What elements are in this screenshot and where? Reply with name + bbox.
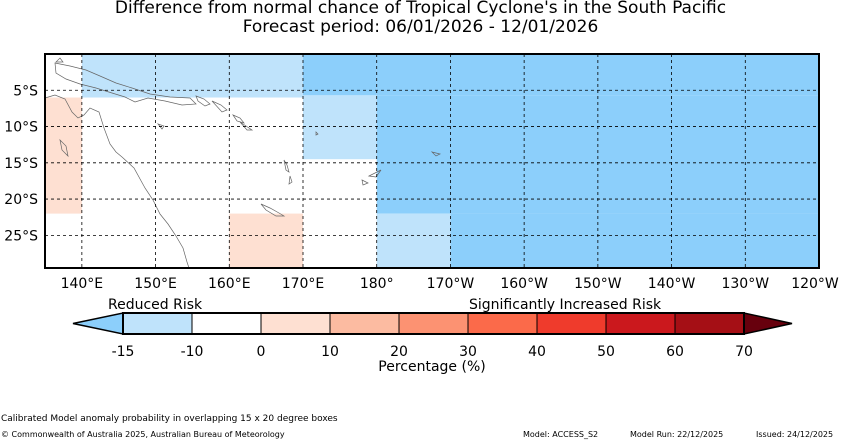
colorbar-bin bbox=[467, 312, 538, 335]
anomaly-cell-2 bbox=[303, 54, 377, 96]
longitude-label: 150°E bbox=[134, 276, 177, 292]
anomaly-cell-0 bbox=[45, 97, 82, 214]
colorbar-tick-label: 0 bbox=[257, 344, 266, 360]
colorbar-bin bbox=[122, 312, 193, 335]
colorbar-bin bbox=[329, 312, 400, 335]
colorbar-tick-label: -10 bbox=[181, 344, 204, 360]
latitude-label: 20°S bbox=[4, 192, 38, 208]
longitude-label: 150°W bbox=[574, 276, 622, 292]
longitude-label: 170°W bbox=[427, 276, 475, 292]
method-note: Calibrated Model anomaly probability in … bbox=[1, 414, 338, 424]
colorbar-under-arrow bbox=[72, 312, 124, 335]
anomaly-cell-1 bbox=[81, 54, 303, 98]
colorbar-tick-label: 30 bbox=[459, 344, 477, 360]
latitude-tick-labels: 5°S 10°S 15°S 20°S 25°S bbox=[4, 83, 38, 244]
colorbar-bin bbox=[398, 312, 469, 335]
latitude-label: 5°S bbox=[13, 83, 38, 99]
forecast-period-subtitle: Forecast period: 06/01/2026 - 12/01/2026 bbox=[242, 17, 599, 37]
coastlines bbox=[44, 57, 442, 269]
map-and-colorbar: 140°E 150°E 160°E 170°E 180° 170°W 160°W 150°W 1… bbox=[4, 53, 839, 375]
colorbar-tick-label: 50 bbox=[597, 344, 615, 360]
anomaly-cell-6 bbox=[376, 213, 451, 268]
colorbar-bin bbox=[674, 312, 745, 335]
copyright-notice: © Commonwealth of Australia 2025, Austra… bbox=[1, 430, 285, 439]
longitude-label: 180° bbox=[360, 276, 394, 292]
reduced-risk-label: Reduced Risk bbox=[108, 297, 203, 313]
colorbar-tick-label: 20 bbox=[390, 344, 408, 360]
model-name: Model: ACCESS_S2 bbox=[523, 430, 599, 439]
latitude-label: 10°S bbox=[4, 120, 38, 136]
colorbar-over-arrow bbox=[743, 312, 793, 335]
colorbar-tick-label: 40 bbox=[528, 344, 546, 360]
colorbar-tick-label: 10 bbox=[321, 344, 339, 360]
increased-risk-label: Significantly Increased Risk bbox=[469, 297, 662, 313]
colorbar-tick-label: -15 bbox=[112, 344, 135, 360]
colorbar bbox=[72, 312, 793, 335]
model-run-date: Model Run: 22/12/2025 bbox=[630, 430, 724, 439]
issued-date: Issued: 24/12/2025 bbox=[756, 430, 834, 439]
longitude-tick-labels: 140°E 150°E 160°E 170°E 180° 170°W 160°W 150°W 1… bbox=[61, 276, 839, 292]
longitude-label: 160°E bbox=[208, 276, 251, 292]
anomaly-cell-7 bbox=[450, 213, 819, 268]
anomaly-cell-8 bbox=[229, 213, 303, 268]
colorbar-tick-label: 60 bbox=[666, 344, 684, 360]
longitude-label: 140°E bbox=[61, 276, 104, 292]
colorbar-axis-label: Percentage (%) bbox=[378, 359, 485, 375]
longitude-label: 120°W bbox=[791, 276, 839, 292]
longitude-label: 170°E bbox=[282, 276, 325, 292]
lat-lon-gridlines bbox=[45, 54, 819, 268]
map-title: Difference from normal chance of Tropica… bbox=[114, 0, 727, 18]
colorbar-tick-labels: -15 -10 0 10 20 30 40 50 60 70 bbox=[112, 344, 753, 360]
colorbar-tick-label: 70 bbox=[735, 344, 753, 360]
colorbar-outline bbox=[122, 312, 745, 335]
colorbar-bin bbox=[191, 312, 262, 335]
anomaly-cells bbox=[45, 54, 819, 268]
longitude-label: 140°W bbox=[648, 276, 696, 292]
colorbar-bin bbox=[260, 312, 331, 335]
longitude-label: 130°W bbox=[721, 276, 769, 292]
colorbar-bin bbox=[536, 312, 607, 335]
latitude-label: 15°S bbox=[4, 156, 38, 172]
anomaly-cell-5 bbox=[376, 95, 819, 214]
longitude-label: 160°W bbox=[500, 276, 548, 292]
anomaly-cell-3 bbox=[303, 95, 377, 160]
colorbar-bin bbox=[605, 312, 676, 335]
latitude-label: 25°S bbox=[4, 228, 38, 244]
map-frame bbox=[44, 53, 820, 269]
